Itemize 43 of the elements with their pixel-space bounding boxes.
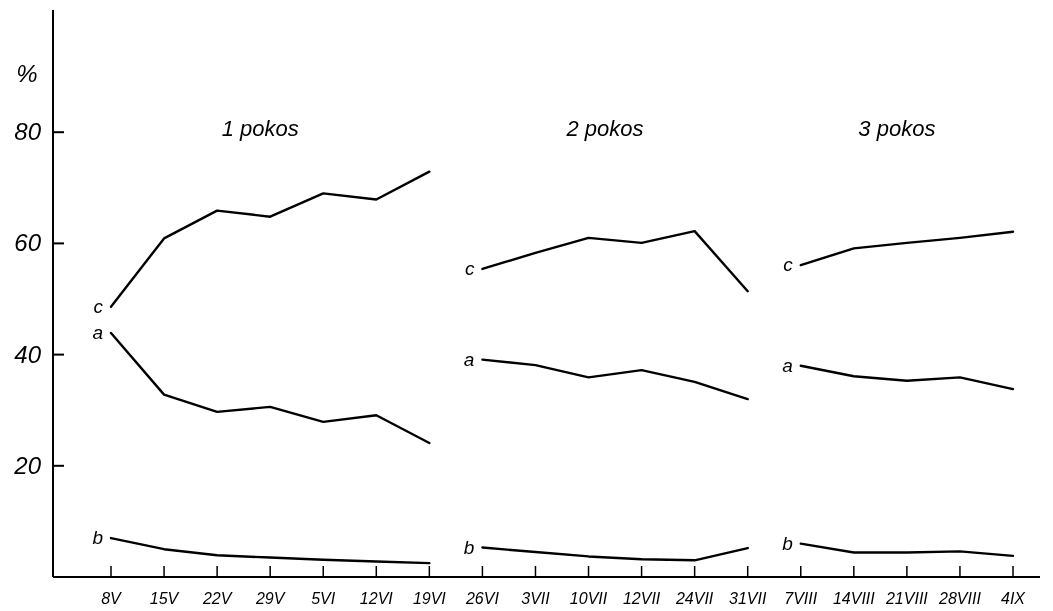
- line-series: [799, 230, 1015, 267]
- line-series: [799, 542, 1015, 558]
- x-tick-label: 24VII: [674, 590, 714, 607]
- x-tick-label: 10VII: [569, 590, 608, 607]
- x-tick-label: 31VII: [729, 590, 767, 607]
- line-series: [799, 364, 1015, 391]
- x-tick-label: 5VI: [311, 590, 336, 607]
- line-series: [481, 229, 749, 293]
- y-tick-label: 20: [13, 451, 42, 479]
- y-tick-label: 80: [14, 118, 42, 146]
- annotation: 3 pokos: [858, 116, 936, 142]
- x-tick-label: 26VI: [464, 590, 500, 607]
- series-label: c: [783, 254, 794, 276]
- x-tick-label: 28VIII: [938, 590, 982, 607]
- series-label: c: [464, 257, 475, 279]
- series-label: c: [93, 295, 104, 317]
- x-tick-label: 21VIII: [884, 590, 929, 607]
- x-tick-label: 15V: [149, 590, 180, 607]
- series-label: a: [92, 321, 103, 343]
- x-tick-label: 19VI: [412, 590, 447, 607]
- line-series: [481, 358, 749, 401]
- series-label: b: [782, 532, 793, 554]
- series-label: a: [782, 354, 793, 376]
- x-tick-label: 4IX: [1000, 590, 1027, 607]
- y-tick-label: 40: [14, 340, 42, 368]
- x-tick-label: 12VI: [359, 590, 394, 607]
- y-tick-label: 60: [14, 229, 42, 257]
- x-tick-label: 12VII: [622, 590, 661, 607]
- annotation: 2 pokos: [565, 116, 644, 142]
- x-tick-label: 3VII: [521, 590, 551, 607]
- annotation: 1 pokos: [221, 116, 299, 142]
- series-label: a: [463, 348, 475, 370]
- x-tick-label: 29V: [254, 590, 286, 607]
- line-series: [109, 331, 431, 445]
- series-label: b: [463, 536, 475, 558]
- x-tick-label: 22V: [201, 590, 233, 607]
- x-tick-label: 7VIII: [784, 590, 818, 607]
- line-series: [481, 546, 749, 562]
- y-axis-title: %: [16, 60, 38, 87]
- series-label: b: [92, 527, 103, 549]
- line-series: [109, 170, 431, 308]
- x-tick-label: 14VIII: [832, 590, 876, 607]
- x-tick-label: 8V: [101, 590, 123, 607]
